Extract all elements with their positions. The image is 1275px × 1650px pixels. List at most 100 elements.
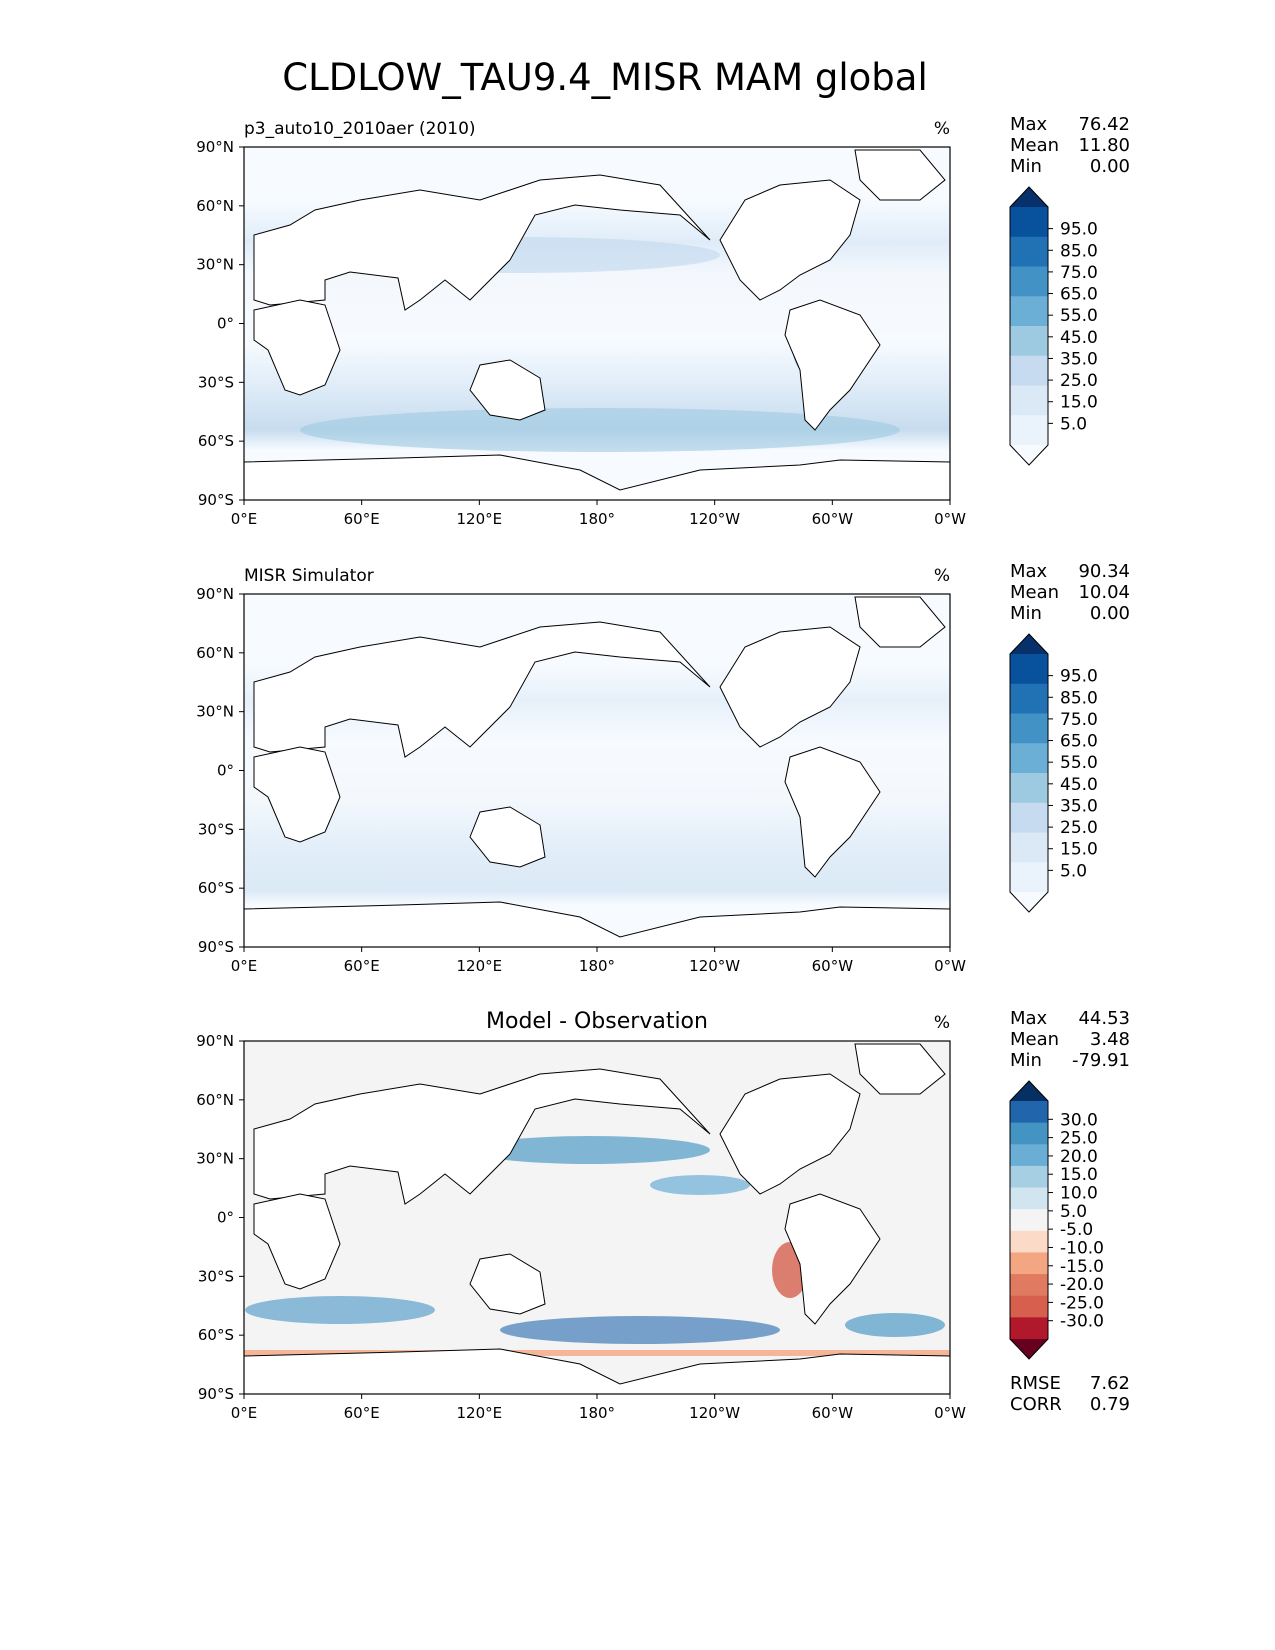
footer-label: CORR — [1010, 1394, 1062, 1415]
panel-1-patch — [300, 408, 900, 452]
stat-label: Max — [1010, 1008, 1048, 1029]
colorbar-segment — [1010, 654, 1048, 685]
colorbar-label: -20.0 — [1060, 1275, 1104, 1295]
x-tick-label: 0°E — [231, 957, 258, 975]
x-tick-label: 0°W — [934, 1404, 966, 1422]
stat-label: Max — [1010, 114, 1048, 135]
colorbar-segment — [1010, 1187, 1048, 1210]
footer-value: 7.62 — [1090, 1373, 1130, 1394]
colorbar-outline — [1009, 633, 1049, 913]
x-tick-label: 60°E — [344, 957, 380, 975]
colorbar-segment — [1010, 326, 1048, 357]
y-tick-label: 60°S — [198, 1326, 234, 1344]
colorbar-extend-top — [1010, 187, 1048, 207]
stat-label: Min — [1010, 603, 1042, 624]
x-tick-label: 120°W — [689, 957, 740, 975]
x-tick-label: 120°E — [457, 957, 503, 975]
colorbar-segment — [1010, 1274, 1048, 1297]
panel-1: p3_auto10_2010aer (2010) % — [243, 119, 951, 501]
stat-value: 3.48 — [1090, 1029, 1130, 1050]
colorbar-extend-bottom — [1010, 445, 1048, 465]
panel-1-coastlines — [243, 149, 951, 501]
y-tick-label: 0° — [217, 1209, 234, 1227]
colorbar-label: 45.0 — [1060, 775, 1098, 795]
colorbar-segment — [1010, 862, 1048, 893]
colorbar-segment — [1010, 385, 1048, 416]
colorbar-label: -30.0 — [1060, 1312, 1104, 1332]
colorbar-segment — [1010, 713, 1048, 744]
colorbar-segment — [1010, 355, 1048, 386]
colorbar-segment — [1010, 1165, 1048, 1189]
x-tick-label: 60°E — [344, 1404, 380, 1422]
y-tick-label: 90°S — [198, 1385, 234, 1403]
y-tick-label: 30°S — [198, 373, 234, 391]
colorbar-label: 35.0 — [1060, 349, 1098, 369]
colorbar-segment — [1010, 207, 1048, 238]
footer-label: RMSE — [1010, 1373, 1061, 1394]
x-tick-label: 180° — [579, 510, 615, 528]
footer-value: 0.79 — [1090, 1394, 1130, 1415]
colorbar-segment — [1010, 1295, 1048, 1318]
colorbar-label: 95.0 — [1060, 220, 1098, 240]
y-tick-label: 60°N — [196, 197, 234, 215]
colorbar-label: 35.0 — [1060, 796, 1098, 816]
panel-2-title-left: MISR Simulator — [244, 566, 374, 586]
colorbar-label: 10.0 — [1060, 1184, 1098, 1204]
colorbar-label: -15.0 — [1060, 1257, 1104, 1277]
stat-label: Min — [1010, 156, 1042, 177]
y-tick-label: 30°S — [198, 1267, 234, 1285]
colorbar-label: 95.0 — [1060, 667, 1098, 687]
x-tick-label: 0°E — [231, 1404, 258, 1422]
x-tick-label: 60°W — [812, 510, 854, 528]
x-tick-label: 180° — [579, 1404, 615, 1422]
colorbar-label: 55.0 — [1060, 753, 1098, 773]
colorbar-label: 25.0 — [1060, 371, 1098, 391]
y-tick-label: 30°N — [196, 703, 234, 721]
stat-value: 90.34 — [1078, 561, 1130, 582]
y-tick-label: 0° — [217, 762, 234, 780]
colorbar-outline — [1009, 1080, 1049, 1360]
x-tick-label: 60°W — [812, 957, 854, 975]
colorbar-segment — [1010, 1209, 1048, 1232]
colorbar-segment — [1010, 1317, 1048, 1340]
colorbar-segment — [1010, 802, 1048, 833]
colorbar-extend-top — [1010, 634, 1048, 654]
colorbar-label: -25.0 — [1060, 1293, 1104, 1313]
y-tick-label: 90°N — [196, 1032, 234, 1050]
x-tick-label: 180° — [579, 957, 615, 975]
y-tick-label: 90°N — [196, 138, 234, 156]
colorbar-segment — [1010, 1252, 1048, 1275]
colorbar-segment — [1010, 266, 1048, 297]
panel-3-patch — [470, 1136, 710, 1164]
colorbar-label: 20.0 — [1060, 1147, 1098, 1167]
panel-3-title-center: Model - Observation — [486, 1009, 708, 1034]
stat-value: 0.00 — [1090, 603, 1130, 624]
y-tick-label: 90°S — [198, 938, 234, 956]
colorbar-label: 55.0 — [1060, 306, 1098, 326]
colorbar-extend-top — [1010, 1081, 1048, 1101]
colorbar-label: 30.0 — [1060, 1110, 1098, 1130]
y-tick-label: 60°S — [198, 432, 234, 450]
panel-3-patch — [650, 1175, 750, 1195]
panel-2-coastlines — [243, 596, 951, 948]
y-tick-label: 30°N — [196, 1150, 234, 1168]
colorbar-label: 85.0 — [1060, 688, 1098, 708]
colorbar-extend-bottom — [1010, 892, 1048, 912]
colorbar-segment — [1010, 236, 1048, 267]
colorbar-segment — [1010, 415, 1048, 446]
stat-value: 10.04 — [1078, 582, 1130, 603]
panel-1-units: % — [934, 119, 950, 139]
x-tick-label: 120°W — [689, 510, 740, 528]
colorbar-label: 5.0 — [1060, 414, 1087, 434]
colorbar-label: 85.0 — [1060, 241, 1098, 261]
y-tick-label: 60°S — [198, 879, 234, 897]
colorbar-label: 15.0 — [1060, 840, 1098, 860]
panel-2-units: % — [934, 566, 950, 586]
stat-value: 76.42 — [1078, 114, 1130, 135]
y-tick-label: 30°S — [198, 820, 234, 838]
y-tick-label: 90°N — [196, 585, 234, 603]
stat-value: 11.80 — [1078, 135, 1130, 156]
colorbar-segment — [1010, 773, 1048, 804]
y-tick-label: 30°N — [196, 256, 234, 274]
